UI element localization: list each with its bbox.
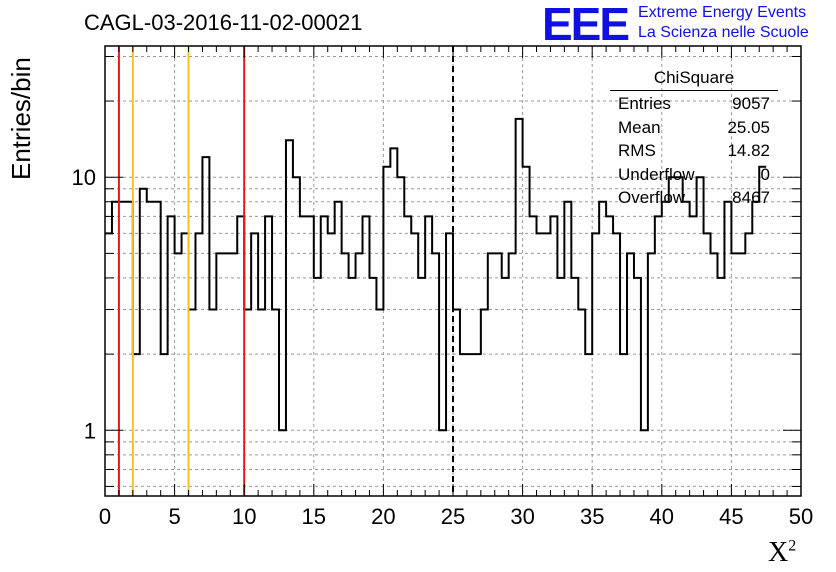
- x-tick-label: 25: [441, 504, 465, 529]
- x-tick-label: 45: [719, 504, 743, 529]
- stats-label: RMS: [618, 141, 656, 160]
- x-tick-label: 20: [371, 504, 395, 529]
- stats-title: ChiSquare: [610, 68, 778, 91]
- logo-line-1: Extreme Energy Events: [638, 4, 807, 21]
- eee-logo: EEE Extreme Energy Events La Scienza nel…: [542, 0, 832, 50]
- y-tick-label: 1: [84, 418, 96, 443]
- stats-value: 0: [760, 164, 770, 184]
- stats-label: Mean: [618, 117, 661, 137]
- x-tick-label: 40: [650, 504, 674, 529]
- stats-label: Underflow: [618, 164, 695, 184]
- stats-value: 8467: [732, 188, 770, 207]
- chart-title: CAGL-03-2016-11-02-00021: [84, 10, 363, 35]
- stats-row-overflow: Overflow 8467: [610, 186, 778, 210]
- stats-value: 9057: [732, 94, 770, 113]
- y-tick-label: 10: [72, 165, 96, 190]
- x-tick-label: 10: [232, 504, 256, 529]
- tick-labels: 0 5 10 15 20 25 30 35 40 45 50 1 10: [72, 165, 814, 529]
- logo-line-2: La Scienza nelle Scuole: [638, 24, 809, 41]
- x-tick-label: 15: [302, 504, 326, 529]
- stats-value: 14.82: [727, 141, 770, 160]
- x-tick-label: 50: [789, 504, 813, 529]
- x-tick-label: 5: [168, 504, 180, 529]
- stats-row-rms: RMS 14.82: [610, 139, 778, 163]
- stats-label: Entries: [618, 94, 671, 113]
- x-tick-label: 30: [510, 504, 534, 529]
- stats-row-underflow: Underflow 0: [610, 163, 778, 187]
- histogram-bins: [105, 117, 767, 432]
- vertical-marker-lines: [117, 46, 454, 496]
- axis-ticks: [104, 46, 802, 496]
- stats-row-mean: Mean 25.05: [610, 116, 778, 140]
- stats-value: 25.05: [727, 117, 770, 137]
- x-tick-label: 0: [99, 504, 111, 529]
- histogram-line: [105, 117, 767, 432]
- eee-logo-mark: EEE: [542, 0, 630, 50]
- stats-label: Overflow: [618, 188, 686, 207]
- stats-box: ChiSquare Entries 9057 Mean 25.05 RMS 14…: [610, 68, 778, 210]
- x-axis-label: X2: [768, 537, 797, 568]
- stats-row-entries: Entries 9057: [610, 92, 778, 116]
- x-tick-label: 35: [580, 504, 604, 529]
